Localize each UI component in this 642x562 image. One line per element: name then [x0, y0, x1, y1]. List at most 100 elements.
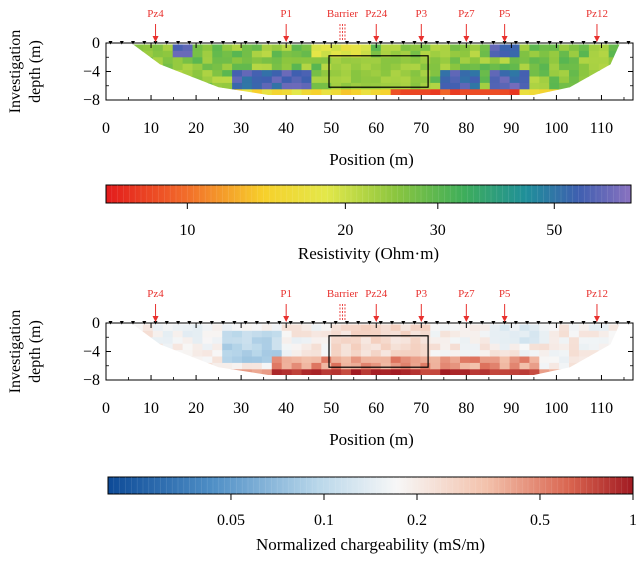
heatmap-cell	[142, 362, 154, 370]
heatmap-cell	[341, 82, 352, 90]
heatmap-cell	[192, 70, 203, 78]
heatmap-cell	[370, 343, 382, 351]
electrode-mark	[435, 41, 440, 45]
heatmap-cell	[519, 350, 530, 358]
heatmap-cell	[400, 356, 412, 364]
heatmap-cell	[539, 362, 550, 370]
heatmap-cell	[519, 362, 530, 370]
x-tick-label: 70	[413, 120, 429, 137]
heatmap-cell	[202, 350, 213, 358]
heatmap-cell	[618, 350, 620, 358]
heatmap-cell	[370, 50, 382, 58]
heatmap-cell	[509, 350, 521, 358]
electrode-mark	[119, 321, 124, 325]
heatmap-cell	[133, 50, 144, 58]
heatmap-cell	[450, 337, 461, 345]
x-tick-label: 80	[458, 400, 474, 417]
heatmap-cell	[291, 356, 303, 364]
colorbar-tick-label: 0.2	[407, 512, 427, 529]
heatmap-cell	[430, 369, 441, 375]
electrode-mark	[446, 321, 451, 325]
heatmap-cell	[133, 337, 144, 345]
heatmap-cell	[519, 337, 530, 345]
heatmap-cell	[232, 362, 243, 370]
heatmap-cell	[420, 44, 431, 52]
heatmap-cell	[360, 44, 372, 52]
heatmap-cell	[152, 57, 164, 65]
heatmap-cell	[133, 44, 144, 52]
heatmap-cell	[341, 89, 352, 95]
heatmap-cell	[410, 369, 421, 375]
heatmap-cell	[331, 369, 342, 375]
heatmap-cell	[351, 89, 362, 95]
heatmap-cell	[469, 76, 481, 84]
electrode-mark	[570, 41, 575, 45]
heatmap-cell	[271, 324, 283, 332]
heatmap-cell	[370, 82, 382, 90]
electrode-mark	[401, 41, 406, 45]
electrode-mark	[581, 41, 586, 45]
electrode-mark	[480, 321, 485, 325]
heatmap-cell	[242, 89, 253, 95]
heatmap-cell	[499, 330, 511, 338]
electrode-mark	[558, 41, 563, 45]
heatmap-cell	[133, 89, 144, 95]
heatmap-cell	[351, 44, 362, 52]
heatmap-cell	[162, 70, 174, 78]
heatmap-cell	[351, 324, 362, 332]
heatmap-cell	[152, 330, 164, 338]
heatmap-cell	[281, 50, 293, 58]
heatmap-cell	[271, 57, 283, 65]
heatmap-cell	[291, 50, 303, 58]
heatmap-cell	[608, 362, 620, 370]
heatmap-cell	[588, 369, 600, 375]
heatmap-cell	[192, 63, 203, 71]
heatmap-cell	[212, 89, 223, 95]
heatmap-cell	[162, 350, 174, 358]
heatmap-cell	[469, 44, 481, 52]
electrode-mark	[513, 321, 518, 325]
heatmap-cell	[232, 350, 243, 358]
heatmap-cell	[271, 362, 283, 370]
heatmap-cell	[400, 89, 412, 95]
heatmap-cell	[142, 356, 154, 364]
heatmap-cell	[331, 50, 342, 58]
heatmap-cell	[380, 82, 392, 90]
heatmap-cell	[608, 82, 620, 90]
heatmap-cell	[360, 350, 372, 358]
heatmap-cell	[420, 337, 431, 345]
heatmap-cell	[281, 57, 293, 65]
heatmap-cell	[351, 57, 362, 65]
heatmap-cell	[440, 356, 451, 364]
heatmap-cell	[390, 324, 402, 332]
heatmap-cell	[152, 50, 164, 58]
heatmap-cell	[311, 356, 322, 364]
y-axis-label: Investigation depth (m)	[7, 30, 44, 114]
heatmap-cell	[321, 63, 332, 71]
heatmap-cell	[202, 330, 213, 338]
heatmap-cell	[232, 63, 243, 71]
heatmap-cell	[291, 44, 303, 52]
heatmap-cell	[370, 76, 382, 84]
x-tick-label: 40	[278, 120, 294, 137]
heatmap-cell	[460, 70, 471, 78]
heatmap-cell	[569, 50, 580, 58]
electrode-mark	[119, 41, 124, 45]
heatmap-cell	[400, 82, 412, 90]
heatmap-cell	[380, 57, 392, 65]
heatmap-cell	[509, 50, 521, 58]
heatmap-cell	[162, 44, 174, 52]
heatmap-cell	[192, 44, 203, 52]
heatmap-cell	[142, 82, 154, 90]
heatmap-cell	[519, 369, 530, 375]
x-tick-label: 30	[233, 120, 249, 137]
heatmap-cell	[380, 63, 392, 71]
heatmap-cell	[311, 76, 322, 84]
heatmap-cell	[380, 369, 392, 375]
heatmap-cell	[479, 50, 491, 58]
electrode-mark	[581, 321, 586, 325]
heatmap-cell	[440, 324, 451, 332]
heatmap-cell	[509, 82, 521, 90]
electrode-mark	[502, 321, 507, 325]
heatmap-cell	[598, 362, 610, 370]
